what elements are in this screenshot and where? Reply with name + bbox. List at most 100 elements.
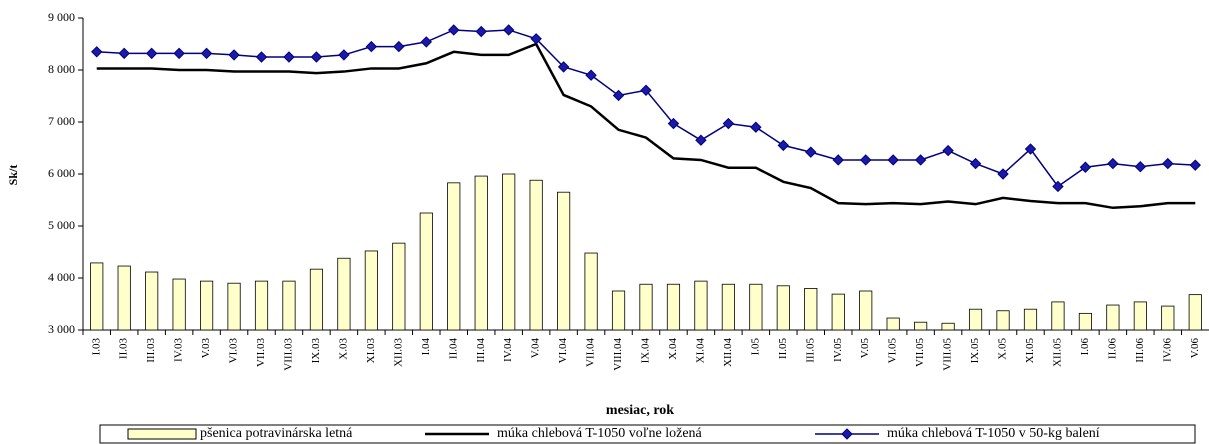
marker (859, 154, 872, 166)
x-tick-label: IV.06 (1161, 338, 1173, 362)
bar (694, 280, 708, 331)
bar (776, 285, 790, 331)
y-tick-label: 9 000 (48, 10, 75, 24)
x-tick-label: IX.05 (969, 338, 981, 364)
bar (1133, 301, 1147, 331)
legend-label: pšenica potravinárska letná (200, 426, 353, 441)
marker (1052, 180, 1064, 193)
x-tick-label: X.03 (337, 338, 349, 360)
x-tick-label: VII.03 (255, 338, 267, 368)
bar (1051, 301, 1065, 331)
marker (887, 154, 899, 166)
x-tick-label: VIII.03 (283, 338, 295, 371)
y-tick-label: 3 000 (48, 322, 75, 336)
marker (805, 146, 817, 158)
marker (173, 47, 185, 60)
marker (997, 168, 1009, 180)
bar (1023, 308, 1038, 331)
x-tick-label: XI.05 (1024, 338, 1036, 364)
legend-swatch (127, 428, 197, 440)
marker (640, 84, 652, 96)
x-tick-label: XI.04 (694, 338, 706, 364)
bar (1161, 305, 1175, 331)
x-tick-label: IX.04 (640, 338, 652, 364)
bar (309, 268, 324, 331)
line (96, 42, 1196, 210)
marker (283, 51, 295, 63)
marker (832, 154, 844, 166)
x-tick-label: V.04 (530, 338, 542, 359)
bar (914, 321, 928, 331)
marker (777, 139, 790, 152)
x-tick-label: III.03 (145, 338, 157, 363)
x-tick-label: XII.05 (1051, 338, 1063, 368)
bar (117, 265, 131, 331)
bar (474, 175, 488, 331)
marker (1107, 157, 1119, 170)
bar (447, 182, 461, 331)
marker (475, 25, 487, 38)
bar (804, 287, 818, 331)
x-tick-label: I.05 (749, 338, 761, 356)
x-tick-label: VIII.05 (942, 338, 954, 371)
x-tick-label: II.05 (777, 338, 789, 360)
x-tick-label: VII.05 (914, 338, 926, 368)
y-tick-label: 7 000 (48, 114, 75, 128)
marker (750, 121, 762, 133)
bar (282, 280, 296, 331)
x-tick-label: V.03 (200, 338, 212, 359)
bar (1188, 294, 1202, 331)
marker (722, 117, 735, 130)
bar (941, 322, 955, 331)
marker (530, 33, 542, 45)
marker (118, 47, 130, 60)
x-axis-title: mesiac, rok (606, 403, 674, 418)
marker (1134, 161, 1147, 173)
y-axis-title: Sk/t (6, 165, 20, 186)
marker (91, 46, 103, 58)
y-tick-label: 4 000 (48, 270, 75, 284)
marker (393, 40, 405, 53)
y-tick-label: 5 000 (48, 218, 75, 232)
x-tick-label: I.06 (1079, 338, 1091, 356)
bar (859, 290, 873, 331)
marker (1162, 157, 1174, 170)
marker (448, 24, 460, 36)
bar (419, 212, 433, 331)
x-tick-label: III.05 (804, 338, 816, 363)
legend-label: múka chlebová T-1050 voľne ložená (497, 426, 703, 441)
marker (1024, 143, 1037, 155)
marker (557, 61, 570, 73)
bar (996, 310, 1010, 331)
x-tick-label: II.04 (447, 338, 459, 360)
bar (1078, 312, 1092, 331)
marker (502, 24, 515, 36)
bar (145, 271, 159, 331)
bar (557, 191, 571, 331)
bar (886, 317, 900, 331)
x-tick-label: II.03 (118, 338, 130, 360)
marker (695, 134, 707, 146)
marker (228, 49, 240, 61)
x-tick-label: III.04 (475, 338, 487, 363)
bar (666, 283, 681, 331)
x-tick-label: X.05 (997, 338, 1009, 360)
marker (200, 47, 213, 60)
x-tick-label: IV.03 (173, 338, 185, 362)
legend-marker (841, 428, 853, 440)
x-tick-label: VII.04 (585, 338, 597, 368)
x-tick-label: XII.04 (722, 338, 734, 368)
bar (529, 179, 543, 331)
x-tick-label: IV.05 (832, 338, 844, 362)
y-tick-label: 6 000 (48, 166, 75, 180)
x-tick-label: V.05 (859, 338, 871, 359)
x-tick-label: IV.04 (502, 338, 514, 362)
bar (502, 173, 516, 331)
x-tick-label: XII.03 (392, 338, 404, 368)
bar (337, 257, 351, 331)
x-tick-label: IX.03 (310, 338, 322, 364)
x-tick-label: VI.04 (557, 338, 569, 364)
x-tick-label: VI.03 (228, 338, 240, 364)
legend-label: múka chlebová T-1050 v 50-kg balení (887, 426, 1100, 441)
